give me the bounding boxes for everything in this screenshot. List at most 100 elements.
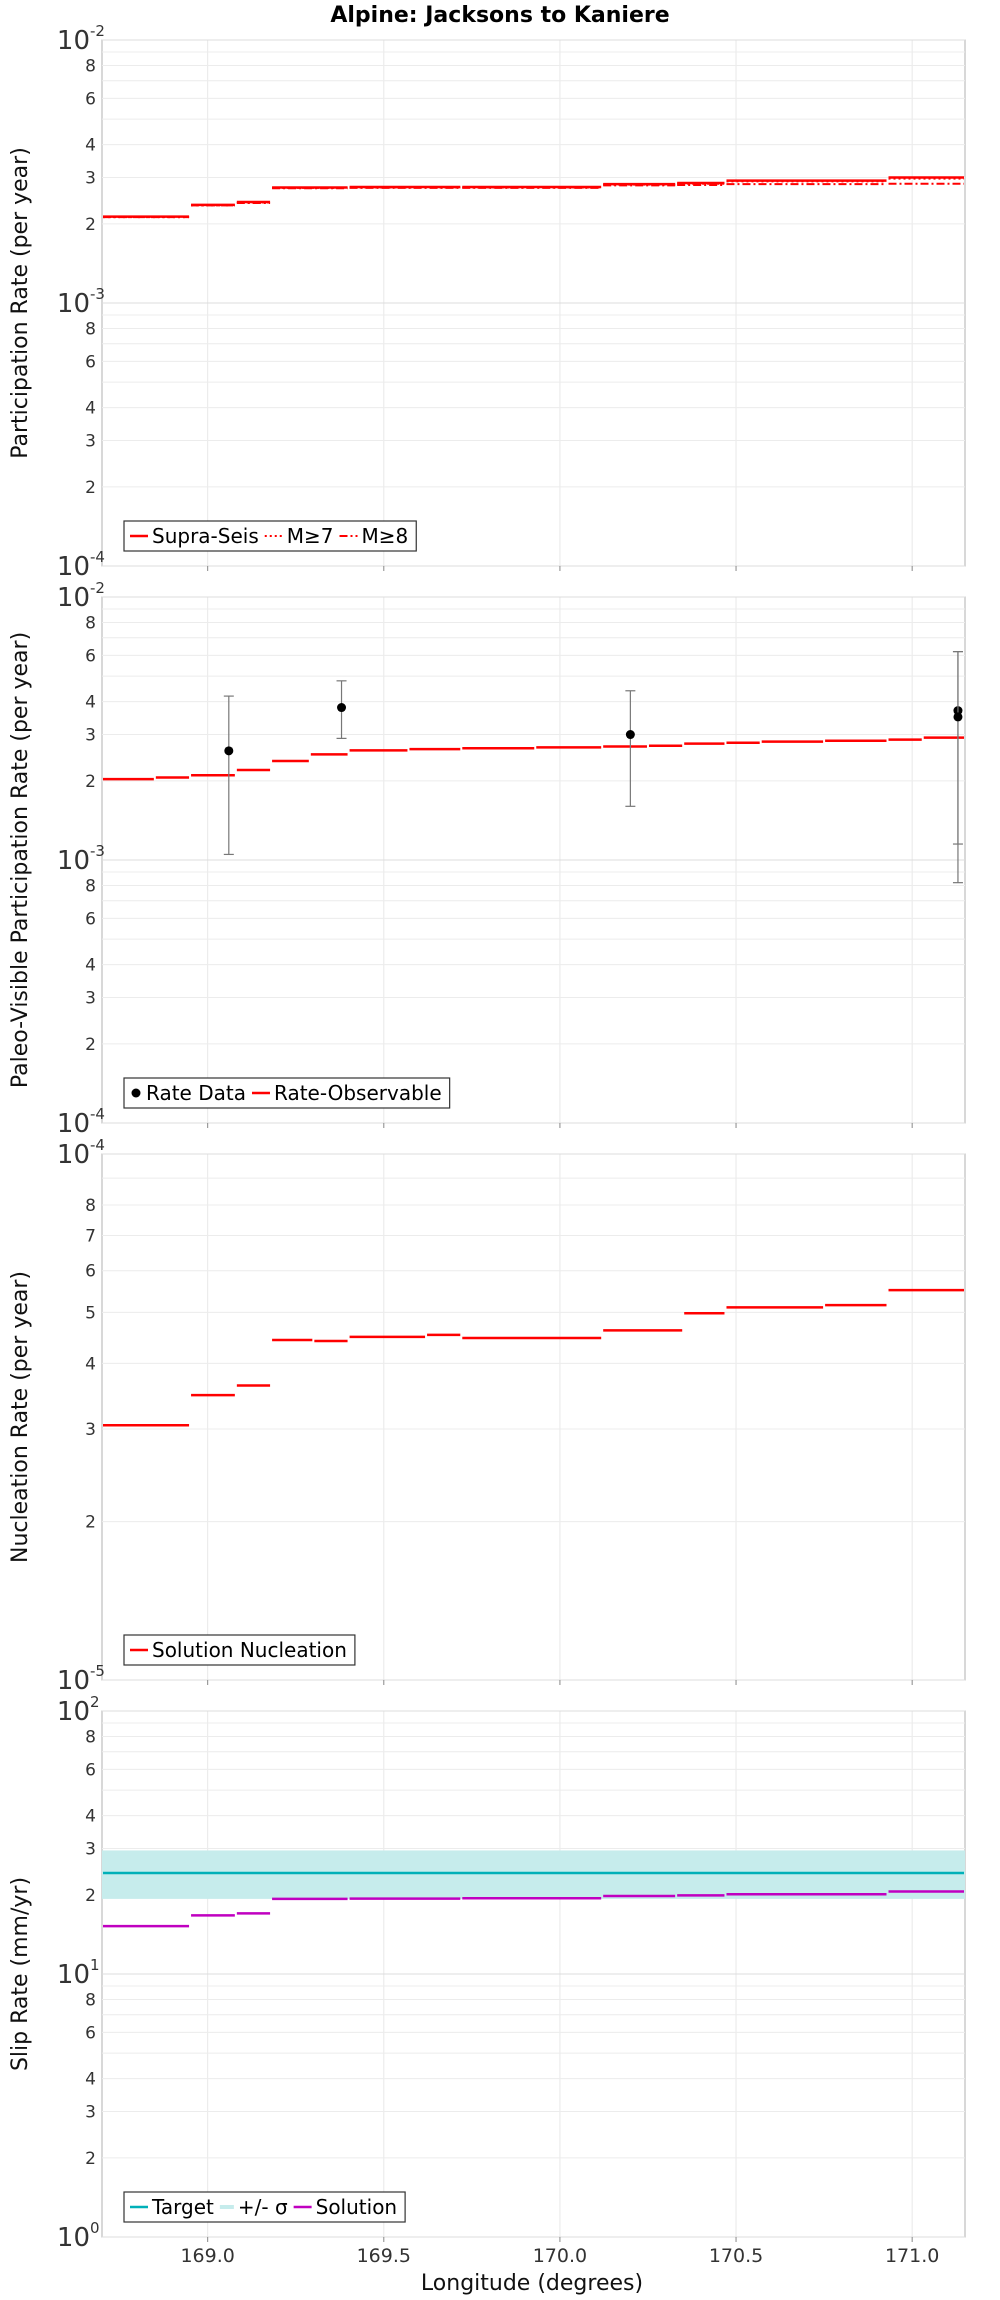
y-tick-label: 6 [85,1760,96,1780]
y-tick-exponent: -4 [90,1136,105,1154]
y-tick-label: 8 [85,876,96,896]
y-tick-label: 6 [85,89,96,109]
y-tick-label-major: 10 [57,289,90,319]
y-tick-label: 2 [85,2149,96,2169]
y-tick-label-major: 10 [57,1697,90,1727]
legend-label: Solution Nucleation [152,1638,347,1662]
x-tick-label: 171.0 [885,2245,939,2267]
legend-label: Supra-Seis [152,524,259,548]
y-tick-label: 3 [85,726,96,746]
y-tick-label: 6 [85,646,96,666]
y-tick-exponent: -5 [90,1662,105,1680]
legend-label: +/- σ [238,2195,288,2219]
y-tick-label: 2 [85,215,96,235]
legend-label: Target [151,2195,214,2219]
legend: Supra-Seis M≥7 M≥8 [123,520,417,552]
legend: Target +/- σ Solution [123,2191,406,2223]
y-tick-label: 6 [85,352,96,372]
legend-label: M≥8 [362,524,409,548]
y-tick-exponent: 1 [90,1956,100,1974]
y-tick-label: 3 [85,989,96,1009]
y-tick-label: 2 [85,1886,96,1906]
legend-box [123,1634,356,1666]
y-tick-label: 8 [85,56,96,76]
legend-swatch-band [219,2205,234,2209]
rate-data-point [625,730,635,740]
x-axis-label: Longitude (degrees) [421,2271,643,2296]
y-tick-label-major: 10 [57,26,90,56]
x-tick-label: 170.5 [709,2245,763,2267]
y-tick-label-major: 10 [57,1140,90,1170]
y-tick-label: 4 [85,1354,96,1374]
y-tick-exponent: -4 [90,1105,105,1123]
y-tick-label: 8 [85,613,96,633]
legend-label: M≥7 [287,524,334,548]
y-axis-label: Paleo-Visible Participation Rate (per ye… [8,632,33,1088]
y-tick-label-major: 10 [57,1960,90,1990]
legend-label: Rate-Observable [274,1081,442,1105]
y-tick-label-major: 10 [57,583,90,613]
y-tick-label: 8 [85,1196,96,1216]
y-tick-exponent: -4 [90,548,105,566]
y-tick-label: 8 [85,1990,96,2010]
y-tick-label: 4 [85,399,96,419]
legend-label: Solution [316,2195,397,2219]
y-tick-label-major: 10 [57,2223,90,2253]
y-tick-label: 2 [85,1035,96,1055]
y-tick-label-major: 10 [57,1109,90,1139]
y-tick-exponent: 2 [90,1693,100,1711]
y-axis-label: Nucleation Rate (per year) [8,1271,33,1563]
y-tick-label: 3 [85,2103,96,2123]
figure-title: Alpine: Jacksons to Kaniere [330,3,669,28]
y-tick-label: 8 [85,1727,96,1747]
y-tick-label: 4 [85,956,96,976]
y-tick-label: 2 [85,1513,96,1533]
y-tick-label: 4 [85,136,96,156]
y-tick-label: 3 [85,1420,96,1440]
legend-label: Rate Data [146,1081,246,1105]
y-tick-exponent: -3 [90,842,105,860]
y-tick-label: 3 [85,432,96,452]
y-tick-label: 5 [85,1303,96,1323]
y-tick-label: 3 [85,1840,96,1860]
sigma-band [102,1850,965,1899]
y-tick-label: 8 [85,319,96,339]
legend: Rate Data Rate-Observable [123,1077,451,1109]
y-tick-exponent: -2 [90,579,105,597]
y-tick-label: 6 [85,909,96,929]
y-tick-label: 4 [85,2070,96,2090]
y-tick-label: 4 [85,1807,96,1827]
y-tick-label: 3 [85,169,96,189]
legend-box [123,1077,451,1109]
y-tick-label: 2 [85,478,96,498]
y-tick-label-major: 10 [57,552,90,582]
y-tick-label: 7 [85,1226,96,1246]
y-tick-label: 4 [85,693,96,713]
x-tick-label: 169.0 [180,2245,234,2267]
legend-box [123,2191,406,2223]
y-axis-label: Slip Rate (mm/yr) [8,1877,33,2071]
y-axis-label: Participation Rate (per year) [8,147,33,459]
y-tick-label-major: 10 [57,1666,90,1696]
rate-data-point [224,746,234,756]
y-tick-label: 6 [85,2023,96,2043]
y-tick-label: 6 [85,1262,96,1282]
y-tick-exponent: -3 [90,285,105,303]
x-tick-label: 170.0 [533,2245,587,2267]
y-tick-label: 2 [85,772,96,792]
legend-marker [131,1088,141,1098]
rate-data-point [953,712,963,722]
y-tick-exponent: 0 [90,2219,100,2237]
y-tick-exponent: -2 [90,22,105,40]
rate-data-point [337,703,347,713]
y-tick-label-major: 10 [57,846,90,876]
x-tick-label: 169.5 [357,2245,411,2267]
plot-area [101,1153,966,1681]
legend: Solution Nucleation [123,1634,356,1666]
